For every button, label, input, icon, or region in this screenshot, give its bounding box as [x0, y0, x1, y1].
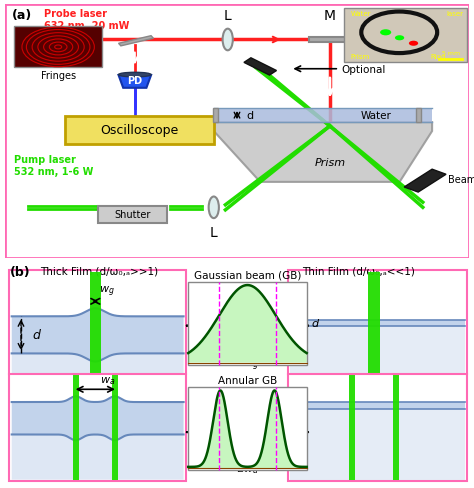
- Bar: [393, 374, 400, 480]
- Text: M: M: [324, 9, 336, 22]
- Text: Water: Water: [351, 11, 371, 17]
- Text: d: d: [246, 111, 254, 121]
- Polygon shape: [214, 123, 432, 183]
- FancyBboxPatch shape: [65, 117, 214, 144]
- Text: d: d: [311, 318, 319, 328]
- Text: Fringes: Fringes: [41, 71, 76, 81]
- Bar: [291, 408, 465, 480]
- Polygon shape: [309, 39, 351, 42]
- Text: Ring: Ring: [430, 54, 446, 60]
- Ellipse shape: [118, 73, 151, 78]
- Bar: [291, 402, 465, 408]
- Bar: [188, 387, 307, 470]
- Bar: [73, 374, 79, 480]
- Bar: [291, 320, 465, 326]
- Text: Prism: Prism: [351, 54, 370, 60]
- Polygon shape: [118, 76, 151, 89]
- Bar: [291, 326, 465, 374]
- Text: laser: laser: [446, 11, 463, 17]
- Text: Prism: Prism: [314, 157, 346, 167]
- Text: Pump laser
532 nm, 1-6 W: Pump laser 532 nm, 1-6 W: [14, 155, 93, 177]
- Text: L: L: [210, 225, 218, 240]
- Text: $w_g$: $w_g$: [99, 284, 115, 298]
- Text: Thin Film (d/ω₀,ₐ<<1): Thin Film (d/ω₀,ₐ<<1): [302, 266, 415, 276]
- Bar: [349, 374, 355, 480]
- Ellipse shape: [223, 30, 233, 51]
- Text: Shutter: Shutter: [114, 210, 151, 220]
- Bar: [214, 109, 432, 123]
- Text: Annular GB: Annular GB: [218, 375, 277, 385]
- Text: Gaussian beam (GB): Gaussian beam (GB): [194, 270, 301, 280]
- Bar: [9, 270, 186, 481]
- Text: Thick Film (d/ω₀,ₐ>>1): Thick Film (d/ω₀,ₐ>>1): [39, 266, 158, 276]
- Text: Probe laser
632 nm, 20 mW: Probe laser 632 nm, 20 mW: [44, 9, 129, 31]
- Bar: [98, 206, 167, 223]
- Ellipse shape: [209, 197, 219, 219]
- Text: Oscilloscope: Oscilloscope: [100, 124, 179, 137]
- Text: $2w_a$: $2w_a$: [236, 461, 259, 475]
- Bar: [112, 374, 118, 480]
- Text: d: d: [33, 329, 40, 342]
- Bar: [288, 270, 467, 481]
- Text: (a): (a): [12, 9, 32, 21]
- Bar: [14, 27, 102, 68]
- Text: PD: PD: [127, 76, 142, 86]
- Text: (b): (b): [9, 266, 30, 279]
- Bar: [416, 109, 421, 123]
- Text: $2w_g$: $2w_g$: [236, 356, 259, 372]
- Circle shape: [409, 41, 418, 47]
- Text: $w_a$: $w_a$: [100, 374, 115, 386]
- Text: 5 mm: 5 mm: [442, 51, 460, 56]
- Bar: [188, 282, 307, 365]
- Circle shape: [395, 36, 404, 41]
- Bar: [90, 273, 101, 374]
- Text: Water: Water: [361, 111, 392, 121]
- Polygon shape: [244, 59, 276, 76]
- Polygon shape: [404, 170, 446, 193]
- Circle shape: [380, 30, 391, 36]
- Bar: [344, 9, 467, 63]
- Polygon shape: [118, 37, 154, 47]
- Bar: [368, 273, 380, 374]
- Text: Optional: Optional: [341, 64, 386, 75]
- Text: L: L: [224, 9, 232, 22]
- Bar: [213, 109, 219, 123]
- Text: Beam Blocker: Beam Blocker: [448, 175, 474, 185]
